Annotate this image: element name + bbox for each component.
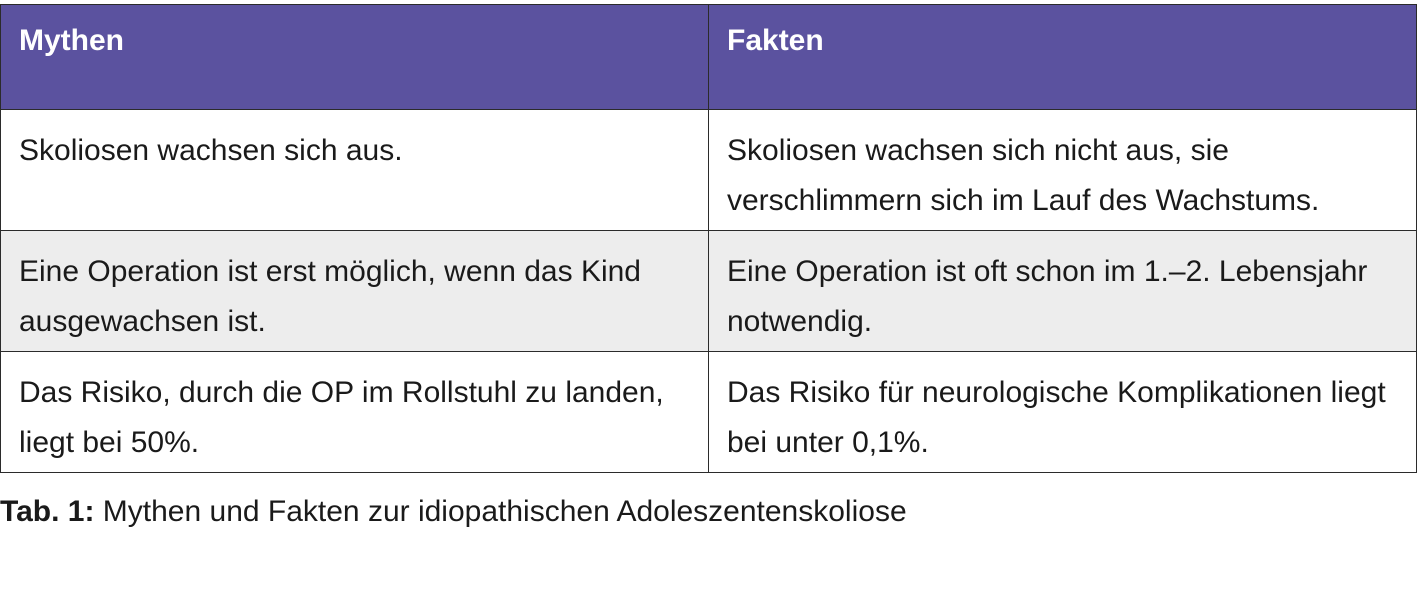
caption-text: Mythen und Fakten zur idiopathischen Ado… [102, 495, 907, 528]
myth-cell: Eine Operation ist erst möglich, wenn da… [0, 230, 709, 352]
fact-cell: Eine Operation ist oft schon im 1.–2. Le… [708, 230, 1417, 352]
fact-cell: Skoliosen wachsen sich nicht aus, sie ve… [708, 109, 1417, 231]
myths-facts-table: Mythen Fakten Skoliosen wachsen sich aus… [0, 4, 1417, 473]
myth-cell: Das Risiko, durch die OP im Rollstuhl zu… [0, 351, 709, 473]
column-header-facts: Fakten [708, 4, 1417, 110]
caption-label: Tab. 1: [0, 495, 95, 528]
table-row: Eine Operation ist erst möglich, wenn da… [0, 230, 1417, 352]
table-row: Skoliosen wachsen sich aus. Skoliosen wa… [0, 109, 1417, 231]
myth-cell: Skoliosen wachsen sich aus. [0, 109, 709, 231]
fact-cell: Das Risiko für neurologische Komplikatio… [708, 351, 1417, 473]
column-header-myths: Mythen [0, 4, 709, 110]
table-header-row: Mythen Fakten [0, 4, 1417, 110]
table-caption: Tab. 1: Mythen und Fakten zur idiopathis… [0, 490, 907, 534]
table-row: Das Risiko, durch die OP im Rollstuhl zu… [0, 351, 1417, 473]
